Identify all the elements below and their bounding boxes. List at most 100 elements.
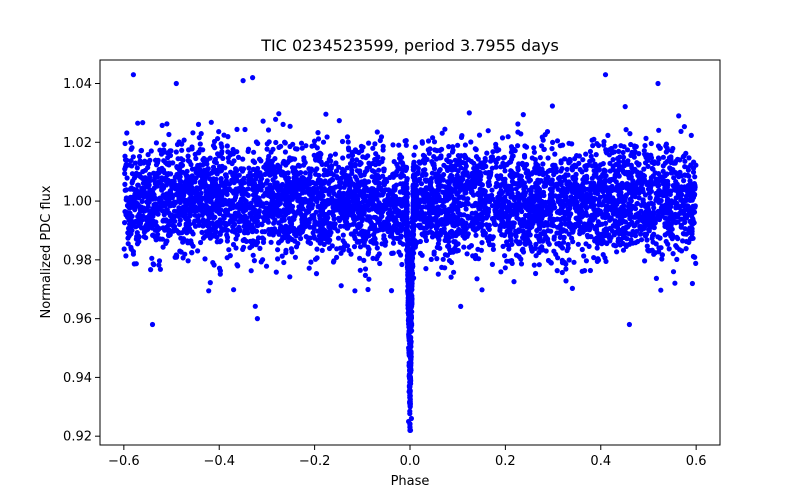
data-point xyxy=(564,166,570,172)
data-point xyxy=(151,177,157,183)
data-point xyxy=(366,179,372,185)
data-point xyxy=(472,255,478,262)
data-point xyxy=(537,235,543,241)
data-point xyxy=(340,194,346,200)
data-point xyxy=(417,250,424,256)
data-point xyxy=(161,217,167,223)
data-point xyxy=(242,227,248,233)
data-point xyxy=(680,199,686,206)
data-point xyxy=(176,139,182,145)
data-point xyxy=(303,143,309,149)
data-point xyxy=(196,149,202,155)
data-point xyxy=(608,215,614,221)
data-point xyxy=(153,140,159,146)
data-point xyxy=(667,165,673,172)
data-point xyxy=(319,247,325,253)
data-point xyxy=(177,199,183,206)
data-point xyxy=(494,180,500,186)
data-point xyxy=(519,178,525,184)
data-point xyxy=(307,216,313,222)
data-point xyxy=(255,239,261,245)
data-point xyxy=(298,235,304,242)
data-point xyxy=(576,223,583,229)
data-point xyxy=(534,168,540,174)
data-point xyxy=(292,254,298,260)
data-point xyxy=(642,192,649,198)
data-point xyxy=(315,195,321,201)
data-point xyxy=(177,174,183,180)
data-point xyxy=(347,222,353,228)
data-point xyxy=(176,195,182,202)
data-point xyxy=(649,165,655,172)
data-point xyxy=(435,241,441,247)
data-point xyxy=(577,167,583,173)
data-point xyxy=(298,140,305,146)
data-point xyxy=(231,180,237,186)
data-point xyxy=(526,218,532,224)
data-point xyxy=(340,203,347,209)
data-point xyxy=(154,223,160,229)
data-point xyxy=(220,155,226,161)
data-point xyxy=(176,182,182,188)
data-point xyxy=(202,256,208,262)
data-point xyxy=(131,196,138,202)
data-point xyxy=(201,184,207,190)
data-point xyxy=(425,147,431,153)
data-point xyxy=(423,171,429,178)
data-point xyxy=(238,217,244,223)
data-point xyxy=(578,191,584,198)
data-point xyxy=(636,151,642,157)
data-point xyxy=(346,153,352,159)
data-point xyxy=(622,197,628,203)
data-point xyxy=(680,238,686,244)
data-point xyxy=(196,135,202,141)
data-point xyxy=(369,186,375,192)
data-point xyxy=(537,245,543,251)
data-point xyxy=(174,253,180,259)
data-point xyxy=(573,215,579,221)
data-point xyxy=(551,171,557,178)
data-point xyxy=(436,168,442,174)
data-point xyxy=(185,258,191,264)
data-point xyxy=(526,187,532,193)
data-point xyxy=(161,142,167,148)
data-point xyxy=(306,166,312,172)
data-point xyxy=(455,215,461,221)
data-point xyxy=(300,227,306,233)
data-point xyxy=(208,198,214,204)
data-point xyxy=(390,215,397,221)
data-point xyxy=(615,183,621,189)
data-point xyxy=(466,174,472,180)
data-point xyxy=(255,140,261,147)
data-point xyxy=(185,157,191,164)
data-point xyxy=(236,172,242,178)
data-point xyxy=(283,250,289,256)
data-point xyxy=(492,199,499,205)
data-point xyxy=(231,287,237,293)
data-point xyxy=(600,161,606,167)
data-point xyxy=(648,152,654,158)
data-point xyxy=(241,244,247,250)
data-point xyxy=(233,186,239,192)
data-point xyxy=(228,150,234,156)
data-point xyxy=(219,144,225,150)
data-point xyxy=(468,243,474,249)
data-point xyxy=(323,111,329,117)
data-point xyxy=(245,146,252,152)
data-point xyxy=(233,236,239,242)
data-point xyxy=(399,203,405,209)
data-point xyxy=(455,221,461,227)
data-point xyxy=(520,182,526,188)
data-point xyxy=(452,163,458,169)
data-point xyxy=(164,121,170,127)
data-point xyxy=(193,155,199,162)
data-point xyxy=(239,190,246,197)
data-point xyxy=(559,221,565,227)
data-point xyxy=(561,239,567,245)
data-point xyxy=(317,190,323,196)
data-point xyxy=(295,179,301,185)
data-point xyxy=(215,151,221,157)
data-point xyxy=(212,201,218,207)
data-point xyxy=(218,179,224,185)
data-point xyxy=(183,216,189,222)
